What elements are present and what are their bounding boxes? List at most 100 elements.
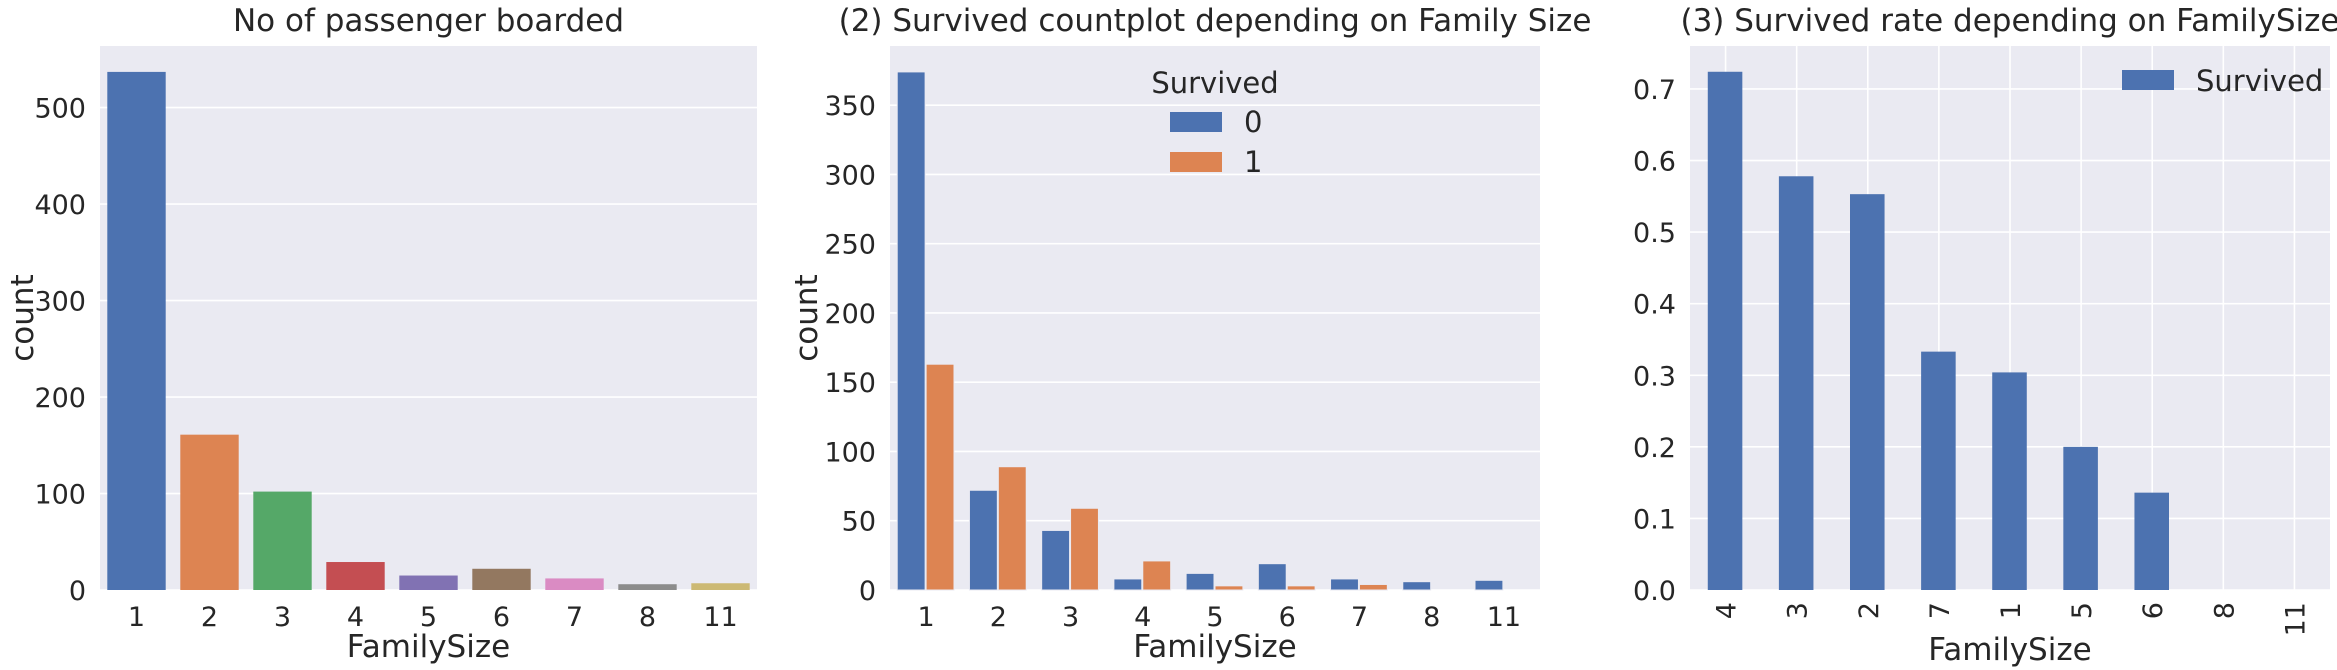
x-axis-label: FamilySize <box>347 629 510 665</box>
y-tick-label: 500 <box>34 94 86 125</box>
y-tick-label: 0 <box>69 576 86 607</box>
bar <box>1330 578 1359 591</box>
y-tick-label: 0.1 <box>1633 504 1676 535</box>
bar <box>925 363 955 591</box>
x-axis-label: FamilySize <box>1133 629 1296 665</box>
bar <box>1142 560 1172 591</box>
y-tick-label: 300 <box>34 287 86 318</box>
chart-title: (3) Survived rate depending on FamilySiz… <box>1680 3 2337 39</box>
y-tick-label: 100 <box>34 480 86 511</box>
x-tick-label: 4 <box>1712 602 1743 619</box>
bar <box>1850 194 1885 590</box>
bar <box>2063 446 2098 590</box>
bar <box>1778 176 1814 590</box>
y-tick-label: 150 <box>824 368 876 399</box>
bar <box>399 575 458 590</box>
legend-swatch <box>1170 112 1222 132</box>
x-tick-label: 8 <box>1423 602 1440 633</box>
legend-swatch <box>1170 152 1222 172</box>
x-axis-label: FamilySize <box>1928 632 2091 668</box>
y-tick-label: 0.5 <box>1633 218 1676 249</box>
y-tick-label: 200 <box>34 383 86 414</box>
legend-label: 1 <box>1244 145 1262 179</box>
y-tick-label: 100 <box>824 437 876 468</box>
bar <box>1257 563 1287 591</box>
bar <box>1474 579 1504 591</box>
bar <box>1286 585 1316 591</box>
legend-swatch <box>2122 70 2174 90</box>
chart-title: (2) Survived countplot depending on Fami… <box>839 3 1592 39</box>
x-tick-label: 2 <box>201 602 218 633</box>
bar <box>1921 351 1956 590</box>
x-tick-label: 11 <box>2280 602 2311 636</box>
x-tick-label: 8 <box>2209 602 2240 619</box>
x-tick-label: 1 <box>1996 602 2027 619</box>
bar <box>472 568 531 590</box>
bar <box>107 71 166 590</box>
x-tick-label: 5 <box>2067 602 2098 619</box>
y-tick-label: 0.4 <box>1633 290 1676 321</box>
x-tick-label: 3 <box>1783 602 1814 619</box>
bar <box>1992 372 2027 590</box>
y-tick-label: 400 <box>34 190 86 221</box>
x-tick-label: 7 <box>566 602 583 633</box>
x-tick-label: 2 <box>1854 602 1885 619</box>
x-tick-label: 8 <box>639 602 656 633</box>
y-axis-label: count <box>5 274 41 361</box>
y-tick-label: 0.0 <box>1633 576 1676 607</box>
chart-survived-countplot: 0 50 100 150 200 250 300 350 1 2 3 4 5 6 7 8 11 (2) Survi… <box>789 3 1591 665</box>
bar <box>253 491 312 590</box>
x-tick-label: 5 <box>420 602 437 633</box>
y-tick-label: 0.6 <box>1633 147 1676 178</box>
bar <box>2134 492 2169 590</box>
x-tick-label: 1 <box>918 602 935 633</box>
bar <box>1113 578 1143 591</box>
bar <box>691 583 750 590</box>
chart-family-size-count: 0 100 200 300 400 500 1 2 3 4 5 6 7 8 11 No of passenge… <box>5 3 757 665</box>
y-tick-label: 50 <box>842 507 876 538</box>
bar <box>1041 529 1071 591</box>
y-tick-label: 250 <box>824 230 876 261</box>
y-tick-label: 300 <box>824 160 876 191</box>
legend-title: Survived <box>1151 66 1278 100</box>
bar <box>1358 583 1388 591</box>
x-tick-label: 2 <box>990 602 1007 633</box>
legend-label: Survived <box>2196 64 2323 98</box>
y-tick-label: 200 <box>824 299 876 330</box>
bar <box>326 562 385 590</box>
chart-title: No of passenger boarded <box>233 3 624 39</box>
x-tick-label: 5 <box>1206 602 1223 633</box>
bar <box>896 71 926 591</box>
bar <box>1070 507 1099 591</box>
x-tick-label: 6 <box>1279 602 1296 633</box>
bar <box>1214 585 1244 591</box>
x-tick-label: 3 <box>274 602 291 633</box>
y-tick-label: 0.2 <box>1633 433 1676 464</box>
x-tick-label: 4 <box>347 602 364 633</box>
bar <box>1185 572 1215 591</box>
y-tick-label: 0.3 <box>1633 361 1676 392</box>
bar <box>968 489 998 591</box>
x-tick-label: 11 <box>703 602 737 633</box>
legend-label: 0 <box>1244 105 1262 139</box>
x-tick-label: 7 <box>1925 602 1956 619</box>
bar <box>545 578 604 590</box>
y-tick-label: 0 <box>859 576 876 607</box>
chart-survived-rate: 0.0 0.1 0.2 0.3 0.4 0.5 0.6 0.7 4 3 2 7 1 5 6 8 11 (3) Su… <box>1633 3 2337 668</box>
x-tick-label: 6 <box>2138 602 2169 619</box>
y-tick-label: 350 <box>824 91 876 122</box>
bar <box>180 434 239 590</box>
x-tick-label: 6 <box>493 602 510 633</box>
bar <box>618 584 677 590</box>
x-tick-label: 1 <box>128 602 145 633</box>
y-tick-label: 0.7 <box>1633 75 1676 106</box>
bar <box>1402 581 1432 591</box>
x-tick-label: 7 <box>1351 602 1368 633</box>
bar <box>997 466 1027 591</box>
y-axis-label: count <box>789 274 825 361</box>
x-tick-label: 4 <box>1134 602 1151 633</box>
bar <box>1707 71 1743 590</box>
x-tick-label: 11 <box>1487 602 1521 633</box>
x-tick-label: 3 <box>1062 602 1079 633</box>
